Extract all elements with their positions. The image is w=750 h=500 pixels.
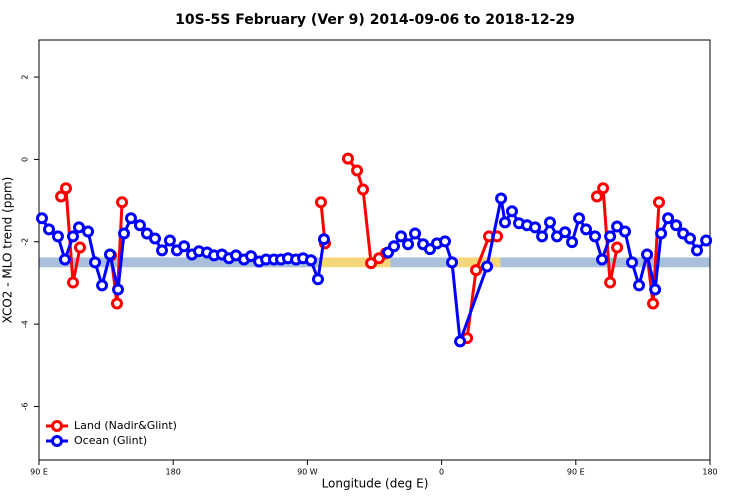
data-point bbox=[495, 192, 508, 205]
data-point bbox=[544, 216, 557, 229]
data-point bbox=[481, 260, 494, 273]
data-point bbox=[619, 225, 632, 238]
data-point bbox=[454, 335, 467, 348]
data-point bbox=[604, 230, 617, 243]
x-tick-label: 180 bbox=[166, 468, 181, 477]
data-point bbox=[633, 279, 646, 292]
data-point bbox=[580, 223, 593, 236]
chart-title: 10S-5S February (Ver 9) 2014-09-06 to 20… bbox=[175, 12, 575, 28]
reference-band bbox=[390, 257, 451, 268]
data-point bbox=[655, 227, 668, 240]
data-point bbox=[498, 216, 511, 229]
y-tick-label: 2 bbox=[21, 75, 30, 80]
data-point bbox=[314, 196, 327, 209]
data-point bbox=[59, 182, 72, 195]
data-point bbox=[125, 212, 138, 225]
y-tick-label: -6 bbox=[21, 402, 30, 410]
data-point bbox=[140, 227, 153, 240]
data-point bbox=[684, 232, 697, 245]
data-point bbox=[590, 190, 603, 203]
data-point bbox=[604, 276, 617, 289]
reference-band bbox=[320, 257, 391, 268]
data-point bbox=[409, 227, 422, 240]
data-point bbox=[351, 164, 364, 177]
data-point bbox=[35, 212, 48, 225]
data-point bbox=[178, 240, 191, 253]
data-point bbox=[51, 230, 64, 243]
data-point bbox=[505, 205, 518, 218]
data-point bbox=[559, 226, 572, 239]
data-point bbox=[58, 253, 71, 266]
data-point bbox=[529, 221, 542, 234]
data-point bbox=[149, 232, 162, 245]
data-point bbox=[611, 241, 624, 254]
data-point bbox=[691, 244, 704, 257]
data-point bbox=[402, 238, 415, 251]
data-point bbox=[103, 248, 116, 261]
data-point bbox=[163, 234, 176, 247]
data-point bbox=[566, 236, 579, 249]
data-point bbox=[573, 212, 586, 225]
data-point bbox=[74, 241, 87, 254]
data-point bbox=[112, 283, 125, 296]
data-point bbox=[395, 230, 408, 243]
data-point bbox=[89, 256, 102, 269]
data-point bbox=[388, 240, 401, 253]
data-point bbox=[470, 264, 483, 277]
data-point bbox=[536, 230, 549, 243]
data-point bbox=[626, 256, 639, 269]
data-point bbox=[304, 254, 317, 267]
data-point bbox=[341, 152, 354, 165]
data-point bbox=[641, 248, 654, 261]
legend-marker bbox=[51, 435, 63, 447]
data-point bbox=[72, 221, 85, 234]
data-point bbox=[311, 273, 324, 286]
data-point bbox=[439, 235, 452, 248]
legend-marker bbox=[51, 420, 63, 432]
data-point bbox=[670, 219, 683, 232]
data-point bbox=[245, 250, 258, 263]
data-point bbox=[96, 279, 109, 292]
legend-label: Ocean (Glint) bbox=[74, 434, 147, 447]
data-point bbox=[647, 297, 660, 310]
data-point bbox=[66, 276, 79, 289]
reference-band bbox=[39, 257, 321, 268]
data-point bbox=[446, 256, 459, 269]
x-tick-label: 90 E bbox=[30, 468, 48, 477]
data-point bbox=[66, 230, 79, 243]
x-axis-label: Longitude (deg E) bbox=[322, 477, 429, 491]
y-tick-label: 0 bbox=[21, 157, 30, 162]
x-tick-label: 90 E bbox=[567, 468, 585, 477]
data-point bbox=[156, 244, 169, 257]
data-point bbox=[82, 225, 95, 238]
y-axis-label: XCO2 - MLO trend (ppm) bbox=[1, 177, 15, 324]
data-point bbox=[662, 212, 675, 225]
x-tick-label: 180 bbox=[702, 468, 717, 477]
legend-label: Land (Nadir&Glint) bbox=[74, 419, 177, 432]
data-point bbox=[597, 182, 610, 195]
data-point bbox=[116, 196, 129, 209]
data-point bbox=[649, 283, 662, 296]
data-point bbox=[133, 219, 146, 232]
x-tick-label: 90 W bbox=[297, 468, 318, 477]
x-tick-label: 0 bbox=[439, 468, 444, 477]
data-point bbox=[653, 196, 666, 209]
data-point bbox=[117, 227, 130, 240]
y-tick-label: -2 bbox=[21, 238, 30, 246]
data-point bbox=[317, 233, 330, 246]
data-point bbox=[55, 190, 68, 203]
data-point bbox=[700, 234, 713, 247]
plot-frame bbox=[38, 39, 711, 461]
y-tick-label: -4 bbox=[21, 320, 30, 328]
data-point bbox=[42, 223, 55, 236]
reference-band bbox=[450, 257, 501, 268]
data-point bbox=[357, 183, 370, 196]
data-point bbox=[596, 253, 609, 266]
data-point bbox=[589, 230, 602, 243]
data-point bbox=[110, 297, 123, 310]
